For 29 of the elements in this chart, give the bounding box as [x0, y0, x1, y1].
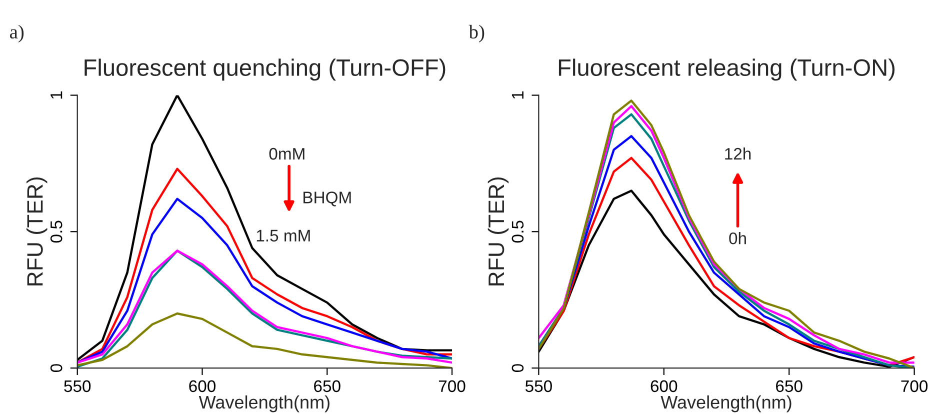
- x-tick-label: 650: [776, 380, 802, 392]
- y-tick-label: 0: [512, 364, 524, 372]
- y-tick-label: 1: [50, 91, 62, 99]
- annotation: 1.5 mM: [256, 230, 310, 242]
- x-tick-label: 650: [314, 380, 340, 392]
- x-tick-label: 700: [901, 380, 928, 392]
- x-tick-label: 550: [64, 380, 91, 392]
- y-axis-title: RFU (TER): [26, 177, 48, 286]
- annotation: BHQM: [304, 192, 351, 206]
- y-tick-label: 1: [512, 91, 524, 99]
- text: a): [10, 24, 24, 42]
- text: b): [468, 24, 484, 42]
- chart-title: Fluorescent quenching (Turn-OFF): [84, 58, 446, 81]
- x-tick-label: 600: [650, 380, 678, 392]
- y-tick-label: 0.5: [512, 220, 524, 243]
- annotation: 12h: [725, 147, 751, 160]
- y-tick-label: 0: [50, 364, 62, 372]
- y-tick-label: 0.5: [50, 220, 62, 243]
- annotation: 0mM: [269, 148, 304, 160]
- x-tick-label: 550: [525, 380, 552, 392]
- x-tick-label: 700: [438, 380, 466, 392]
- x-axis-title: Wavelength(nm): [660, 395, 792, 412]
- x-tick-label: 600: [189, 380, 216, 392]
- line-series: [77, 95, 452, 361]
- annotation: 0h: [729, 232, 746, 244]
- y-axis-title: RFU (TER): [488, 177, 509, 286]
- x-axis-title: Wavelength(nm): [198, 395, 330, 412]
- chart-title: Fluorescent releasing (Turn-ON): [558, 58, 895, 81]
- line-series: [77, 168, 452, 364]
